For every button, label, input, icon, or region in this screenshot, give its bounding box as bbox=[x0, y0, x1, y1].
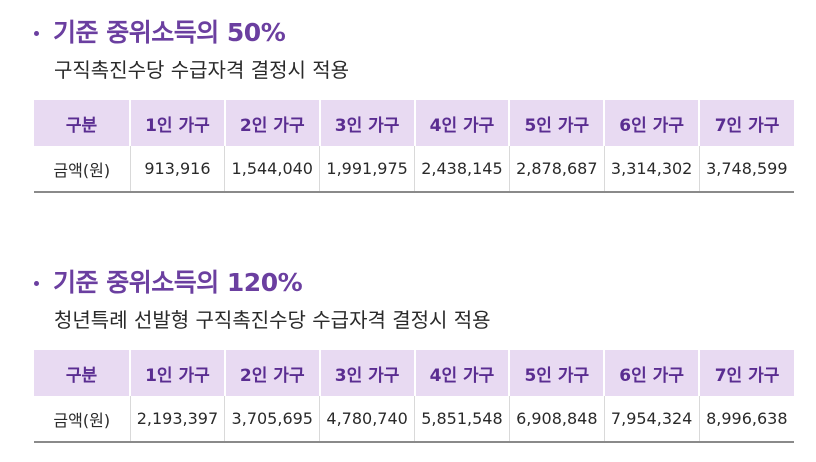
table-cell: 1,991,975 bbox=[319, 146, 415, 193]
table-cell: 2,193,397 bbox=[129, 396, 225, 443]
table-cell: 3,748,599 bbox=[698, 146, 794, 193]
column-header: 5인 가구 bbox=[508, 350, 605, 396]
section-subtitle: 청년특례 선발형 구직촉진수당 수급자격 결정시 적용 bbox=[54, 308, 491, 332]
table-cell: 1,544,040 bbox=[224, 146, 320, 193]
table-row: 금액(원) 2,193,397 3,705,695 4,780,740 5,85… bbox=[34, 396, 794, 443]
table-cell: 5,851,548 bbox=[414, 396, 510, 443]
section-median-income-50: 기준 중위소득의 50% 구직촉진수당 수급자격 결정시 적용 구분 1인 가구… bbox=[34, 12, 794, 193]
column-header: 3인 가구 bbox=[318, 100, 415, 146]
row-label: 금액(원) bbox=[34, 396, 130, 443]
row-label: 금액(원) bbox=[34, 146, 130, 193]
column-header: 구분 bbox=[34, 100, 130, 146]
column-header: 4인 가구 bbox=[413, 100, 510, 146]
section-heading-row: 기준 중위소득의 50% bbox=[34, 12, 794, 52]
column-header: 7인 가구 bbox=[698, 350, 794, 396]
column-header: 1인 가구 bbox=[129, 100, 225, 146]
table-cell: 7,954,324 bbox=[603, 396, 700, 443]
section-heading: 기준 중위소득의 120% bbox=[53, 267, 303, 297]
table-cell: 2,438,145 bbox=[414, 146, 510, 193]
column-header: 2인 가구 bbox=[223, 100, 320, 146]
income-table: 구분 1인 가구 2인 가구 3인 가구 4인 가구 5인 가구 6인 가구 7… bbox=[34, 100, 794, 193]
table-cell: 6,908,848 bbox=[508, 396, 605, 443]
column-header: 구분 bbox=[34, 350, 130, 396]
column-header: 6인 가구 bbox=[603, 350, 700, 396]
table-header-row: 구분 1인 가구 2인 가구 3인 가구 4인 가구 5인 가구 6인 가구 7… bbox=[34, 100, 794, 146]
bullet-dot-icon bbox=[34, 280, 39, 286]
table-cell: 2,878,687 bbox=[508, 146, 605, 193]
column-header: 1인 가구 bbox=[129, 350, 225, 396]
column-header: 6인 가구 bbox=[603, 100, 700, 146]
income-table: 구분 1인 가구 2인 가구 3인 가구 4인 가구 5인 가구 6인 가구 7… bbox=[34, 350, 794, 443]
column-header: 7인 가구 bbox=[698, 100, 794, 146]
column-header: 2인 가구 bbox=[223, 350, 320, 396]
column-header: 4인 가구 bbox=[413, 350, 510, 396]
table-cell: 913,916 bbox=[129, 146, 225, 193]
section-heading-row: 기준 중위소득의 120% bbox=[34, 262, 794, 302]
table-row: 금액(원) 913,916 1,544,040 1,991,975 2,438,… bbox=[34, 146, 794, 193]
section-subtitle: 구직촉진수당 수급자격 결정시 적용 bbox=[54, 58, 350, 82]
table-cell: 8,996,638 bbox=[698, 396, 794, 443]
table-header-row: 구분 1인 가구 2인 가구 3인 가구 4인 가구 5인 가구 6인 가구 7… bbox=[34, 350, 794, 396]
table-cell: 3,705,695 bbox=[224, 396, 320, 443]
section-heading: 기준 중위소득의 50% bbox=[53, 17, 286, 47]
column-header: 5인 가구 bbox=[508, 100, 605, 146]
bullet-dot-icon bbox=[34, 30, 39, 36]
section-median-income-120: 기준 중위소득의 120% 청년특례 선발형 구직촉진수당 수급자격 결정시 적… bbox=[34, 262, 794, 443]
table-cell: 4,780,740 bbox=[319, 396, 415, 443]
table-cell: 3,314,302 bbox=[603, 146, 700, 193]
column-header: 3인 가구 bbox=[318, 350, 415, 396]
